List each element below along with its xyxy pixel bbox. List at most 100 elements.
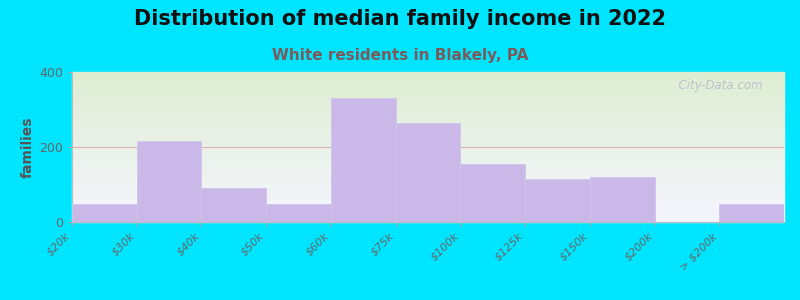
Bar bbox=[72, 141, 784, 142]
Bar bbox=[72, 136, 784, 137]
Bar bbox=[72, 167, 784, 168]
Bar bbox=[72, 97, 784, 98]
Bar bbox=[72, 154, 784, 155]
Bar bbox=[72, 164, 784, 165]
Bar bbox=[72, 158, 784, 159]
Bar bbox=[72, 203, 784, 204]
Bar bbox=[72, 191, 784, 192]
Bar bbox=[72, 173, 784, 174]
Bar bbox=[72, 197, 784, 198]
Bar bbox=[72, 143, 784, 144]
Text: Distribution of median family income in 2022: Distribution of median family income in … bbox=[134, 9, 666, 29]
Bar bbox=[72, 214, 784, 215]
Bar bbox=[72, 148, 784, 149]
Bar bbox=[72, 199, 784, 200]
Bar bbox=[72, 89, 784, 90]
Bar bbox=[72, 132, 784, 133]
Bar bbox=[202, 188, 266, 222]
Bar bbox=[72, 130, 784, 131]
Bar bbox=[72, 176, 784, 177]
Bar bbox=[72, 178, 784, 179]
Bar bbox=[72, 160, 784, 161]
Bar bbox=[72, 184, 784, 185]
Bar bbox=[72, 100, 784, 101]
Bar bbox=[72, 72, 784, 73]
Bar bbox=[72, 171, 784, 172]
Bar bbox=[72, 219, 784, 220]
Bar bbox=[72, 174, 784, 175]
Bar bbox=[590, 177, 654, 222]
Bar bbox=[137, 141, 202, 222]
Bar bbox=[72, 161, 784, 162]
Bar bbox=[72, 76, 784, 77]
Bar bbox=[72, 200, 784, 201]
Bar bbox=[72, 113, 784, 114]
Bar bbox=[72, 106, 784, 107]
Bar bbox=[72, 124, 784, 125]
Bar bbox=[72, 155, 784, 156]
Bar bbox=[72, 87, 784, 88]
Bar bbox=[72, 170, 784, 171]
Bar bbox=[72, 139, 784, 140]
Bar bbox=[72, 152, 784, 153]
Bar bbox=[72, 100, 784, 101]
Bar bbox=[72, 181, 784, 182]
Bar bbox=[72, 86, 784, 87]
Bar bbox=[72, 202, 784, 203]
Bar bbox=[72, 208, 784, 209]
Bar bbox=[72, 198, 784, 199]
Bar bbox=[72, 179, 784, 180]
Bar bbox=[72, 122, 784, 123]
Bar bbox=[72, 121, 784, 122]
Bar bbox=[72, 83, 784, 84]
Bar bbox=[72, 103, 784, 104]
Bar bbox=[72, 96, 784, 97]
Bar bbox=[72, 220, 784, 221]
Bar bbox=[72, 98, 784, 99]
Bar bbox=[72, 177, 784, 178]
Bar bbox=[72, 204, 784, 205]
Bar bbox=[266, 204, 331, 222]
Bar bbox=[72, 74, 784, 75]
Bar bbox=[72, 194, 784, 195]
Bar bbox=[72, 79, 784, 80]
Bar bbox=[72, 192, 784, 193]
Bar bbox=[72, 94, 784, 95]
Bar bbox=[72, 144, 784, 145]
Bar bbox=[72, 118, 784, 119]
Bar bbox=[72, 93, 784, 94]
Bar bbox=[72, 206, 784, 207]
Bar bbox=[72, 77, 784, 78]
Bar bbox=[72, 80, 784, 81]
Bar bbox=[525, 179, 590, 222]
Bar bbox=[72, 221, 784, 222]
Bar bbox=[72, 204, 137, 222]
Bar bbox=[72, 104, 784, 105]
Bar bbox=[72, 131, 784, 132]
Bar bbox=[72, 138, 784, 139]
Bar bbox=[72, 217, 784, 218]
Bar bbox=[72, 128, 784, 129]
Bar bbox=[72, 81, 784, 82]
Bar bbox=[72, 145, 784, 146]
Y-axis label: families: families bbox=[21, 116, 35, 178]
Bar bbox=[72, 209, 784, 210]
Bar bbox=[72, 117, 784, 118]
Bar bbox=[72, 90, 784, 91]
Bar bbox=[72, 175, 784, 176]
Bar bbox=[72, 172, 784, 173]
Bar bbox=[72, 162, 784, 163]
Bar bbox=[72, 127, 784, 128]
Bar bbox=[72, 151, 784, 152]
Bar bbox=[72, 153, 784, 154]
Bar bbox=[72, 140, 784, 141]
Bar bbox=[72, 123, 784, 124]
Bar bbox=[72, 84, 784, 85]
Bar bbox=[72, 188, 784, 189]
Bar bbox=[72, 116, 784, 117]
Bar bbox=[72, 112, 784, 113]
Bar bbox=[72, 125, 784, 126]
Bar bbox=[72, 95, 784, 96]
Bar bbox=[72, 107, 784, 108]
Bar bbox=[72, 109, 784, 110]
